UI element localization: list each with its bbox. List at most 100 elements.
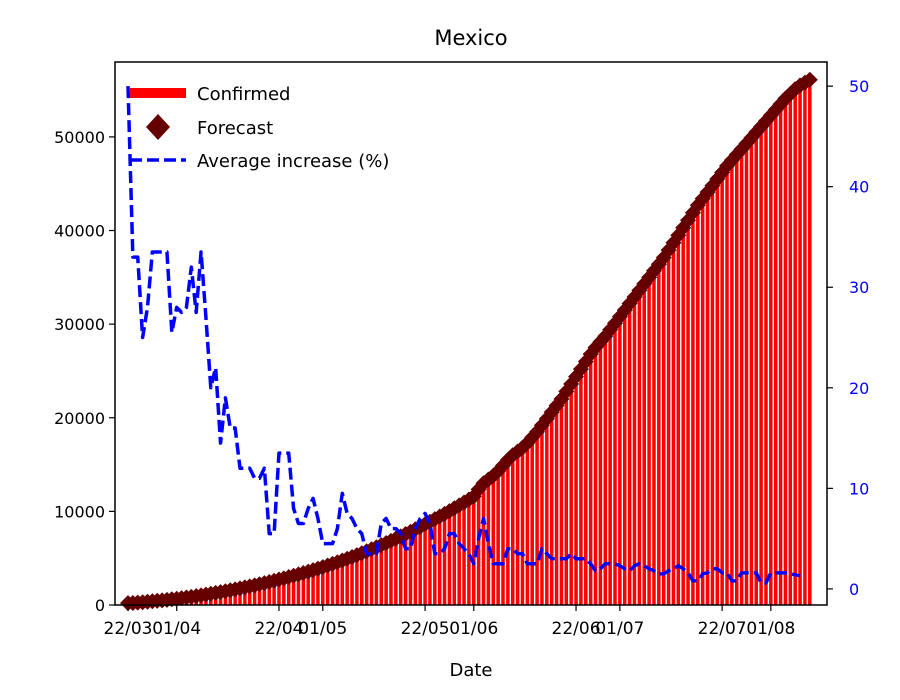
right-y-tick-label: 10 [849,479,869,498]
confirmed-bar [618,316,622,605]
confirmed-bar [384,543,388,605]
confirmed-bar [525,443,530,605]
confirmed-bar [340,560,345,605]
average-increase-line [126,86,801,585]
confirmed-bar [569,384,573,605]
confirmed-bar [291,575,296,605]
confirmed-bar [403,534,408,605]
legend-forecast-label: Forecast [197,118,273,139]
confirmed-bar [501,465,505,605]
confirmed-bar [282,578,286,605]
average-increase-polyline [126,86,801,585]
confirmed-bar [452,508,457,605]
confirmed-bar [248,586,252,605]
confirmed-bar [652,270,656,605]
confirmed-bar [764,120,768,605]
confirmed-bar [593,347,598,605]
x-tick-label: 01/07 [595,619,644,639]
confirmed-bar [394,538,398,605]
confirmed-bar [286,577,291,605]
confirmed-bar [773,109,778,605]
right-y-axis: 0 10 20 30 40 50 [827,77,869,599]
confirmed-bar [345,558,349,605]
legend-average-label: Average increase (%) [197,151,389,172]
confirmed-bar [252,585,257,605]
confirmed-bar [540,425,544,605]
confirmed-bar [472,496,476,605]
confirmed-bar [739,149,744,605]
confirmed-bar [598,341,603,605]
confirmed-bar [579,369,583,605]
right-y-tick-label: 40 [849,178,869,197]
chart-title: Mexico [434,26,507,50]
forecast-marker [801,71,818,88]
confirmed-bar [559,399,564,605]
x-tick-label: 01/05 [298,619,347,639]
confirmed-bar [798,85,802,605]
legend-confirmed-label: Confirmed [197,84,290,105]
confirmed-bar [661,257,666,605]
confirmed-bar [355,555,359,605]
confirmed-bar [676,235,681,605]
confirmed-bars [126,79,812,606]
x-tick-label: 22/07 [698,619,747,639]
confirmed-bar [350,556,354,605]
confirmed-bar [369,549,374,605]
confirmed-bar [681,227,685,605]
confirmed-bar [311,570,315,605]
confirmed-bar [433,519,437,605]
confirmed-bar [364,551,369,605]
left-y-axis: 0 10000 20000 30000 40000 50000 [54,128,115,615]
confirmed-bar [754,132,758,605]
confirmed-bar [257,584,262,605]
confirmed-bar [496,471,500,605]
confirmed-bar [379,545,383,605]
confirmed-bar [793,89,797,605]
confirmed-bar [783,98,788,605]
left-y-tick-label: 20000 [54,409,105,428]
x-axis-label: Date [449,660,492,681]
confirmed-bar [418,526,422,605]
confirmed-bar [632,296,637,605]
confirmed-bar [262,583,267,605]
confirmed-bar [243,587,247,605]
left-y-tick-label: 50000 [54,128,105,147]
confirmed-bar [325,565,330,605]
confirmed-bar [730,160,734,606]
confirmed-bar [759,126,763,605]
confirmed-bar [657,264,661,605]
confirmed-bar [374,547,379,605]
left-y-tick-label: 30000 [54,315,105,334]
confirmed-bar [613,323,617,605]
confirmed-bar [666,250,671,605]
confirmed-bar [715,179,720,605]
confirmed-bar [808,79,812,606]
x-tick-label: 22/06 [552,619,601,639]
confirmed-bar [321,567,325,605]
confirmed-bar [696,205,700,606]
confirmed-bar [749,137,754,605]
confirmed-bar [769,115,773,606]
confirmed-bar [608,329,612,605]
confirmed-bar [588,354,593,605]
left-y-tick-label: 10000 [54,502,105,521]
x-tick-label: 22/03 [104,619,153,639]
confirmed-bar [486,479,491,605]
confirmed-bar [778,104,783,605]
x-tick-label: 01/04 [152,619,201,639]
right-y-tick-label: 20 [849,379,869,398]
confirmed-bar [491,475,496,605]
confirmed-bar [622,310,627,605]
x-tick-label: 01/08 [746,619,795,639]
confirmed-bar [637,290,642,605]
x-tick-label: 22/05 [401,619,450,639]
confirmed-bar [306,571,310,605]
confirmed-bar [627,303,632,605]
confirmed-bar [520,447,525,605]
confirmed-bar [457,505,461,605]
right-y-tick-label: 50 [849,77,869,96]
confirmed-bar [720,172,724,605]
confirmed-bar [691,212,695,606]
left-y-tick-label: 0 [95,596,105,615]
